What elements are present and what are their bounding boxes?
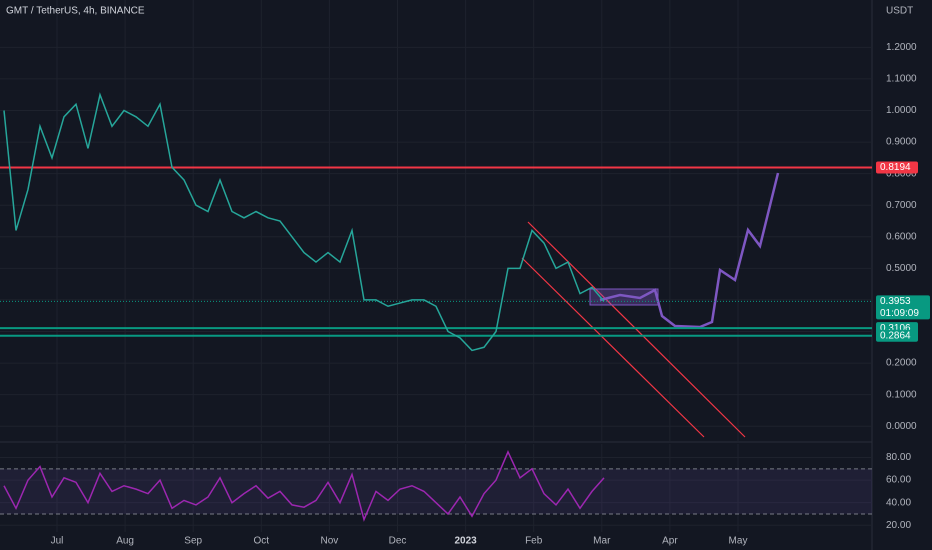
- last-price-box: [876, 295, 930, 320]
- rsi-line: [3, 450, 605, 522]
- x-tick-label: Dec: [389, 536, 407, 547]
- level-label: 0.8194: [880, 162, 911, 173]
- y-tick-label: 1.0000: [886, 105, 917, 116]
- y-tick-label: 0.7000: [886, 200, 917, 211]
- level-label-box: [876, 329, 918, 342]
- x-tick-label: 2023: [454, 536, 477, 547]
- level-label: 0.3106: [880, 323, 911, 334]
- rsi-band: [0, 468, 872, 514]
- y-tick-label: 0.9000: [886, 137, 917, 148]
- x-tick-label: Apr: [662, 536, 678, 547]
- grid: [0, 0, 872, 532]
- x-tick-label: Jul: [51, 536, 64, 547]
- x-tick-label: Sep: [184, 536, 202, 547]
- y-tick-label: 0.1000: [886, 389, 917, 400]
- y2-tick-label: 40.00: [886, 497, 911, 508]
- channel-line: [527, 221, 746, 438]
- x-tick-label: Mar: [593, 536, 611, 547]
- y-tick-label: 1.1000: [886, 74, 917, 85]
- y-tick-label: 0.5000: [886, 263, 917, 274]
- y2-tick-label: 80.00: [886, 452, 911, 463]
- y2-tick-label: 20.00: [886, 520, 911, 531]
- y-tick-label: 1.2000: [886, 42, 917, 53]
- level-label: 0.2864: [880, 330, 911, 341]
- y-tick-label: 0.6000: [886, 231, 917, 242]
- y-tick-label: 0.0000: [886, 421, 917, 432]
- level-label-box: [876, 161, 918, 174]
- price-line: [3, 92, 605, 352]
- x-tick-label: Oct: [254, 536, 270, 547]
- currency: USDT: [886, 6, 913, 17]
- y-tick-label: 0.2000: [886, 358, 917, 369]
- y-tick-label: 0.8000: [886, 168, 917, 179]
- drawings: [521, 172, 780, 438]
- x-tick-label: May: [729, 536, 748, 547]
- countdown: 01:09:09: [880, 308, 919, 319]
- x-tick-label: Aug: [116, 536, 134, 547]
- channel-line: [521, 257, 705, 438]
- x-tick-label: Nov: [321, 536, 339, 547]
- y2-tick-label: 60.00: [886, 475, 911, 486]
- chart-title: GMT / TetherUS, 4h, BINANCE: [6, 6, 145, 17]
- projection-path: [599, 172, 780, 329]
- x-tick-label: Feb: [525, 536, 543, 547]
- last-price-label: 0.3953: [880, 296, 911, 307]
